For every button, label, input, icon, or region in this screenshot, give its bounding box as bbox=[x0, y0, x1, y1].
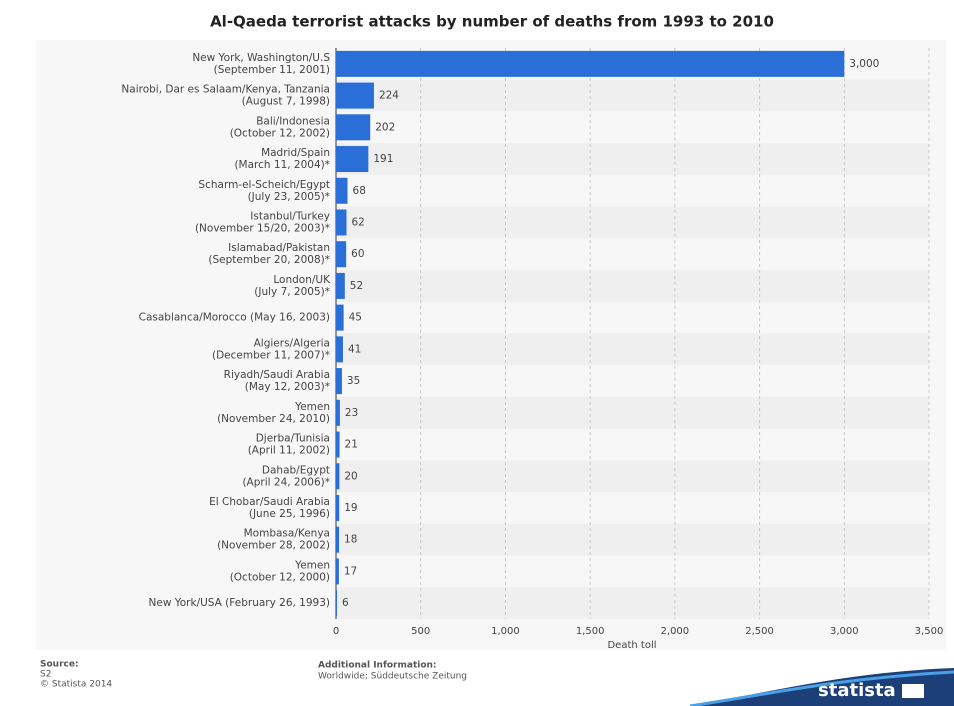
value-label: 41 bbox=[348, 343, 361, 355]
bar bbox=[336, 336, 343, 363]
y-tick-label: Dahab/Egypt bbox=[262, 464, 330, 476]
info-title: Additional Information: bbox=[318, 661, 437, 671]
y-tick-label: Scharm-el-Scheich/Egypt bbox=[198, 179, 330, 191]
bar bbox=[336, 463, 340, 490]
bar bbox=[336, 50, 845, 77]
y-tick-label: (December 11, 2007)* bbox=[212, 349, 330, 361]
bar bbox=[336, 241, 347, 268]
value-label: 19 bbox=[344, 502, 357, 514]
bar bbox=[336, 590, 338, 617]
y-tick-label: Istanbul/Turkey bbox=[250, 210, 330, 222]
bar bbox=[336, 272, 345, 299]
y-tick-label: Djerba/Tunisia bbox=[256, 433, 330, 445]
value-label: 60 bbox=[351, 248, 364, 260]
y-tick-label: Madrid/Spain bbox=[261, 147, 330, 159]
info: Worldwide; Süddeutsche Zeitung bbox=[318, 672, 467, 682]
y-tick-label: New York/USA (February 26, 1993) bbox=[149, 597, 331, 609]
value-label: 18 bbox=[344, 534, 357, 546]
row-band bbox=[336, 206, 929, 239]
y-tick-label: (March 11, 2004)* bbox=[234, 159, 330, 171]
row-band bbox=[336, 460, 929, 493]
x-tick-label: 1,500 bbox=[576, 626, 605, 637]
x-tick-label: 500 bbox=[411, 626, 430, 637]
y-tick-label: Nairobi, Dar es Salaam/Kenya, Tanzania bbox=[121, 84, 330, 96]
brand: statista bbox=[818, 680, 896, 701]
y-tick-label: (April 24, 2006)* bbox=[242, 476, 330, 488]
y-tick-label: (October 12, 2000) bbox=[230, 571, 330, 583]
y-tick-label: (August 7, 1998) bbox=[242, 96, 330, 108]
bar bbox=[336, 209, 347, 236]
y-tick-label: El Chobar/Saudi Arabia bbox=[209, 496, 330, 508]
row-band bbox=[336, 333, 929, 366]
value-label: 68 bbox=[353, 185, 366, 197]
x-tick-label: 2,000 bbox=[661, 626, 690, 637]
source: S2 bbox=[40, 670, 51, 680]
brand-icon bbox=[902, 684, 924, 698]
bar bbox=[336, 526, 340, 553]
y-tick-label: Algiers/Algeria bbox=[254, 337, 330, 349]
copyright: © Statista 2014 bbox=[40, 680, 112, 690]
x-axis-label: Death toll bbox=[607, 640, 656, 651]
bar bbox=[336, 114, 371, 141]
bar bbox=[336, 399, 340, 426]
brand-swoosh-line bbox=[689, 670, 954, 706]
bar bbox=[336, 177, 348, 204]
value-label: 224 bbox=[379, 90, 399, 102]
x-tick-label: 3,000 bbox=[830, 626, 859, 637]
y-tick-label: (September 11, 2001) bbox=[214, 64, 330, 76]
y-tick-label: New York, Washington/U.S bbox=[192, 52, 330, 64]
y-tick-label: Riyadh/Saudi Arabia bbox=[224, 369, 330, 381]
value-label: 17 bbox=[344, 565, 357, 577]
y-tick-label: (July 23, 2005)* bbox=[248, 191, 330, 203]
value-label: 45 bbox=[349, 312, 362, 324]
value-label: 23 bbox=[345, 407, 358, 419]
value-label: 52 bbox=[350, 280, 363, 292]
value-label: 21 bbox=[345, 439, 358, 451]
row-band bbox=[336, 143, 929, 175]
row-band bbox=[336, 396, 929, 429]
source-title: Source: bbox=[40, 660, 79, 670]
bar bbox=[336, 146, 369, 173]
bar bbox=[336, 558, 339, 585]
y-tick-label: (April 11, 2002) bbox=[248, 445, 330, 457]
value-label: 62 bbox=[352, 216, 365, 228]
y-tick-label: Yemen bbox=[294, 559, 330, 571]
y-tick-label: London/UK bbox=[273, 274, 331, 286]
x-tick-label: 1,000 bbox=[491, 626, 520, 637]
bar bbox=[336, 368, 342, 395]
y-tick-label: Islamabad/Pakistan bbox=[228, 242, 330, 254]
y-tick-label: Casablanca/Morocco (May 16, 2003) bbox=[139, 312, 330, 324]
value-label: 191 bbox=[373, 153, 393, 165]
y-tick-label: (September 20, 2008)* bbox=[208, 254, 330, 266]
y-tick-label: (May 12, 2003)* bbox=[245, 381, 330, 393]
y-tick-label: (July 7, 2005)* bbox=[254, 286, 330, 298]
row-band bbox=[336, 587, 929, 619]
value-label: 202 bbox=[375, 121, 395, 133]
value-label: 20 bbox=[344, 470, 357, 482]
y-tick-label: (November 28, 2002) bbox=[217, 540, 330, 552]
x-tick-label: 2,500 bbox=[745, 626, 774, 637]
y-tick-label: Bali/Indonesia bbox=[256, 115, 330, 127]
value-label: 3,000 bbox=[849, 58, 879, 70]
y-tick-label: (June 25, 1996) bbox=[249, 508, 330, 520]
x-tick-label: 0 bbox=[333, 626, 339, 637]
bar bbox=[336, 431, 340, 458]
y-tick-label: (October 12, 2002) bbox=[230, 127, 330, 139]
row-band bbox=[336, 270, 929, 302]
y-tick-label: Yemen bbox=[294, 401, 330, 413]
bar bbox=[336, 82, 374, 109]
x-tick-label: 3,500 bbox=[915, 626, 944, 637]
row-band bbox=[336, 523, 929, 556]
y-tick-label: (November 24, 2010) bbox=[217, 413, 330, 425]
value-label: 35 bbox=[347, 375, 360, 387]
bar bbox=[336, 304, 344, 331]
value-label: 6 bbox=[342, 597, 349, 609]
chart-title: Al-Qaeda terrorist attacks by number of … bbox=[210, 13, 774, 31]
y-tick-label: Mombasa/Kenya bbox=[244, 528, 330, 540]
row-band bbox=[336, 79, 929, 112]
bar bbox=[336, 494, 340, 521]
y-tick-label: (November 15/20, 2003)* bbox=[195, 222, 330, 234]
